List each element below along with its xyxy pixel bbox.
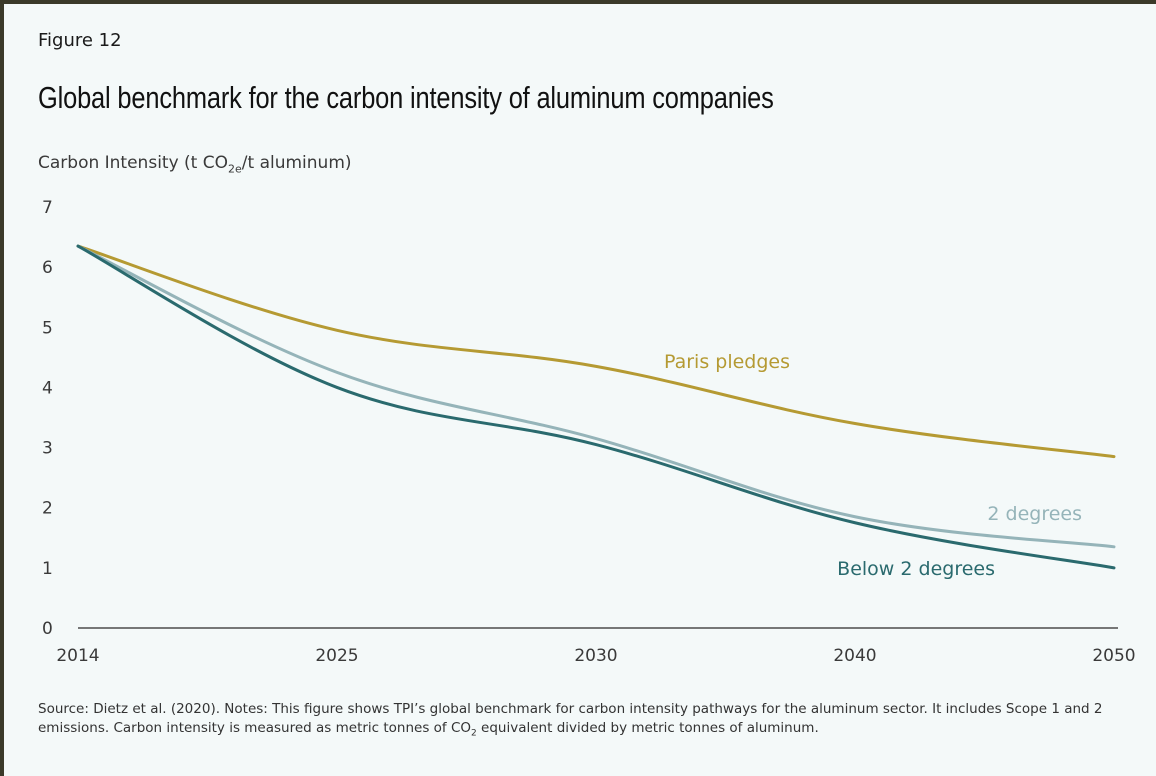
source-note: Source: Dietz et al. (2020). Notes: This…	[38, 700, 1128, 744]
x-tick-label: 2050	[1092, 646, 1135, 666]
y-tick-label: 1	[42, 559, 53, 579]
series-line	[76, 244, 1116, 570]
series-line	[76, 244, 1116, 549]
series-label: Paris pledges	[664, 351, 790, 373]
line-chart: 0 1 2 3 4 5 6 7 2014 2025 2030 2040 2050 Paris pledge…	[42, 198, 1136, 666]
x-tick-label: 2030	[574, 646, 617, 666]
series-label: 2 degrees	[987, 503, 1082, 525]
y-tick-label: 0	[42, 619, 53, 639]
y-tick-label: 5	[42, 318, 53, 338]
y-axis-label-suffix: /t aluminum)	[241, 153, 352, 173]
x-tick-label: 2025	[315, 646, 358, 666]
chart-title: Global benchmark for the carbon intensit…	[38, 80, 774, 115]
y-tick-label: 4	[42, 378, 53, 398]
figure-panel	[4, 4, 1156, 776]
source-note-part2: equivalent divided by metric tonnes of a…	[476, 720, 819, 736]
y-axis-label-prefix: Carbon Intensity (t CO	[38, 153, 228, 173]
series-label: Below 2 degrees	[837, 558, 995, 580]
source-note-subscript: 2	[471, 728, 477, 739]
y-tick-label: 3	[42, 439, 53, 459]
x-tick-label: 2040	[833, 646, 876, 666]
y-axis-label-subscript: 2e	[228, 162, 242, 176]
y-tick-label: 7	[42, 198, 53, 218]
y-axis-label: Carbon Intensity (t CO2e/t aluminum)	[38, 153, 352, 175]
x-tick-label: 2014	[56, 646, 99, 666]
y-tick-label: 2	[42, 499, 53, 519]
source-note-part1: Source: Dietz et al. (2020). Notes: This…	[38, 701, 1103, 736]
figure-label: Figure 12	[38, 30, 122, 51]
series-line	[76, 244, 1116, 459]
y-tick-label: 6	[42, 258, 53, 278]
